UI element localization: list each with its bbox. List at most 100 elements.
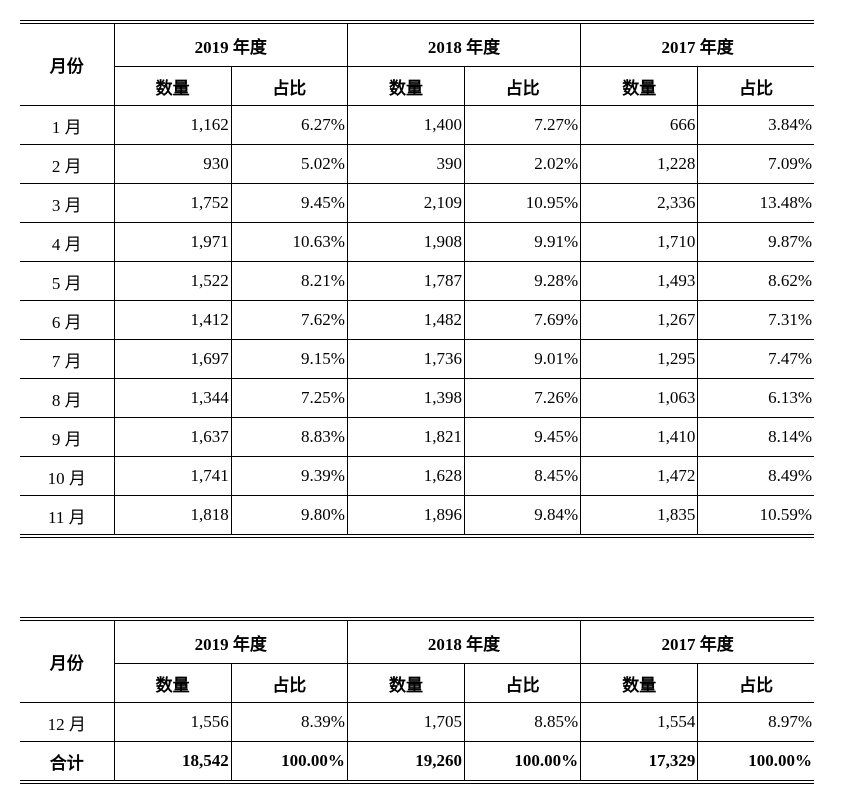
table-row: 1 月 1,162 6.27% 1,400 7.27% 666 3.84%	[20, 105, 814, 145]
pct-header: 占比	[230, 663, 348, 703]
pct-header: 占比	[230, 66, 348, 106]
qty-cell: 19,260	[346, 741, 466, 783]
pct-cell: 10.63%	[230, 222, 348, 262]
pct-cell: 8.21%	[230, 261, 348, 301]
month-cell: 12 月	[20, 702, 115, 742]
pct-cell: 9.45%	[230, 183, 348, 223]
qty-cell: 1,556	[113, 702, 232, 742]
pct-cell: 9.91%	[464, 222, 582, 262]
year-header-2018: 2018 年度	[346, 21, 582, 67]
pct-cell: 100.00%	[464, 741, 582, 783]
month-cell: 11 月	[20, 495, 115, 537]
pct-cell: 6.27%	[230, 105, 348, 145]
table-row: 5 月 1,522 8.21% 1,787 9.28% 1,493 8.62%	[20, 261, 814, 301]
table-row: 9 月 1,637 8.83% 1,821 9.45% 1,410 8.14%	[20, 417, 814, 457]
qty-header: 数量	[346, 66, 466, 106]
table-row: 3 月 1,752 9.45% 2,109 10.95% 2,336 13.48%	[20, 183, 814, 223]
qty-cell: 1,710	[580, 222, 699, 262]
pct-header: 占比	[464, 66, 582, 106]
qty-cell: 1,482	[346, 300, 466, 340]
qty-cell: 1,410	[580, 417, 699, 457]
qty-cell: 1,787	[346, 261, 466, 301]
month-cell: 10 月	[20, 456, 115, 496]
pct-cell: 8.14%	[697, 417, 814, 457]
pct-header: 占比	[464, 663, 582, 703]
table-row: 10 月 1,741 9.39% 1,628 8.45% 1,472 8.49%	[20, 456, 814, 496]
qty-cell: 1,493	[580, 261, 699, 301]
qty-header: 数量	[346, 663, 466, 703]
qty-cell: 1,908	[346, 222, 466, 262]
month-cell: 5 月	[20, 261, 115, 301]
month-cell: 4 月	[20, 222, 115, 262]
qty-cell: 1,162	[113, 105, 232, 145]
qty-cell: 1,344	[113, 378, 232, 418]
pct-cell: 7.27%	[464, 105, 582, 145]
month-cell: 9 月	[20, 417, 115, 457]
qty-cell: 1,896	[346, 495, 466, 537]
qty-cell: 1,295	[580, 339, 699, 379]
qty-cell: 1,705	[346, 702, 466, 742]
year-header-2017: 2017 年度	[580, 618, 814, 664]
pct-cell: 9.84%	[464, 495, 582, 537]
qty-header: 数量	[114, 663, 232, 703]
pct-cell: 9.80%	[230, 495, 348, 537]
monthly-sales-table: 月份 2019 年度 2018 年度 2017 年度 数量 占比 数量 占比 数…	[20, 20, 814, 538]
qty-cell: 390	[346, 144, 466, 184]
qty-cell: 1,835	[580, 495, 699, 537]
pct-header: 占比	[697, 663, 814, 703]
pct-cell: 10.95%	[464, 183, 582, 223]
qty-cell: 1,752	[113, 183, 232, 223]
pct-cell: 9.28%	[464, 261, 582, 301]
year-header-2019: 2019 年度	[113, 21, 348, 67]
pct-cell: 9.01%	[464, 339, 582, 379]
pct-cell: 9.15%	[230, 339, 348, 379]
qty-header: 数量	[114, 66, 232, 106]
pct-cell: 8.85%	[464, 702, 582, 742]
qty-cell: 1,063	[580, 378, 699, 418]
table-row: 6 月 1,412 7.62% 1,482 7.69% 1,267 7.31%	[20, 300, 814, 340]
qty-cell: 1,741	[113, 456, 232, 496]
qty-cell: 666	[580, 105, 699, 145]
qty-cell: 1,522	[113, 261, 232, 301]
pct-cell: 8.83%	[230, 417, 348, 457]
qty-header: 数量	[580, 66, 699, 106]
table-row: 8 月 1,344 7.25% 1,398 7.26% 1,063 6.13%	[20, 378, 814, 418]
pct-cell: 7.31%	[697, 300, 814, 340]
table-row: 7 月 1,697 9.15% 1,736 9.01% 1,295 7.47%	[20, 339, 814, 379]
pct-cell: 100.00%	[697, 741, 814, 783]
table-row: 2 月 930 5.02% 390 2.02% 1,228 7.09%	[20, 144, 814, 184]
pct-cell: 7.26%	[464, 378, 582, 418]
qty-cell: 1,228	[580, 144, 699, 184]
year-header-2019: 2019 年度	[113, 618, 348, 664]
qty-cell: 1,637	[113, 417, 232, 457]
month-cell: 3 月	[20, 183, 115, 223]
pct-header: 占比	[697, 66, 814, 106]
qty-cell: 1,821	[346, 417, 466, 457]
month-cell: 7 月	[20, 339, 115, 379]
pct-cell: 8.39%	[230, 702, 348, 742]
qty-cell: 1,412	[113, 300, 232, 340]
table-row: 11 月 1,818 9.80% 1,896 9.84% 1,835 10.59%	[20, 495, 814, 537]
qty-cell: 1,818	[113, 495, 232, 537]
monthly-sales-table-continued: 月份 2019 年度 2018 年度 2017 年度 数量 占比 数量 占比 数…	[20, 617, 814, 784]
qty-cell: 1,267	[580, 300, 699, 340]
month-cell: 合计	[20, 741, 115, 783]
qty-cell: 1,697	[113, 339, 232, 379]
qty-cell: 1,628	[346, 456, 466, 496]
qty-cell: 1,971	[113, 222, 232, 262]
month-header: 月份	[20, 21, 115, 106]
pct-cell: 6.13%	[697, 378, 814, 418]
month-cell: 6 月	[20, 300, 115, 340]
pct-cell: 10.59%	[697, 495, 814, 537]
pct-cell: 13.48%	[697, 183, 814, 223]
qty-cell: 1,400	[346, 105, 466, 145]
pct-cell: 8.49%	[697, 456, 814, 496]
month-header: 月份	[20, 618, 115, 703]
pct-cell: 8.45%	[464, 456, 582, 496]
pct-cell: 100.00%	[230, 741, 348, 783]
qty-cell: 2,109	[346, 183, 466, 223]
month-cell: 2 月	[20, 144, 115, 184]
pct-cell: 7.47%	[697, 339, 814, 379]
qty-cell: 2,336	[580, 183, 699, 223]
pct-cell: 7.62%	[230, 300, 348, 340]
